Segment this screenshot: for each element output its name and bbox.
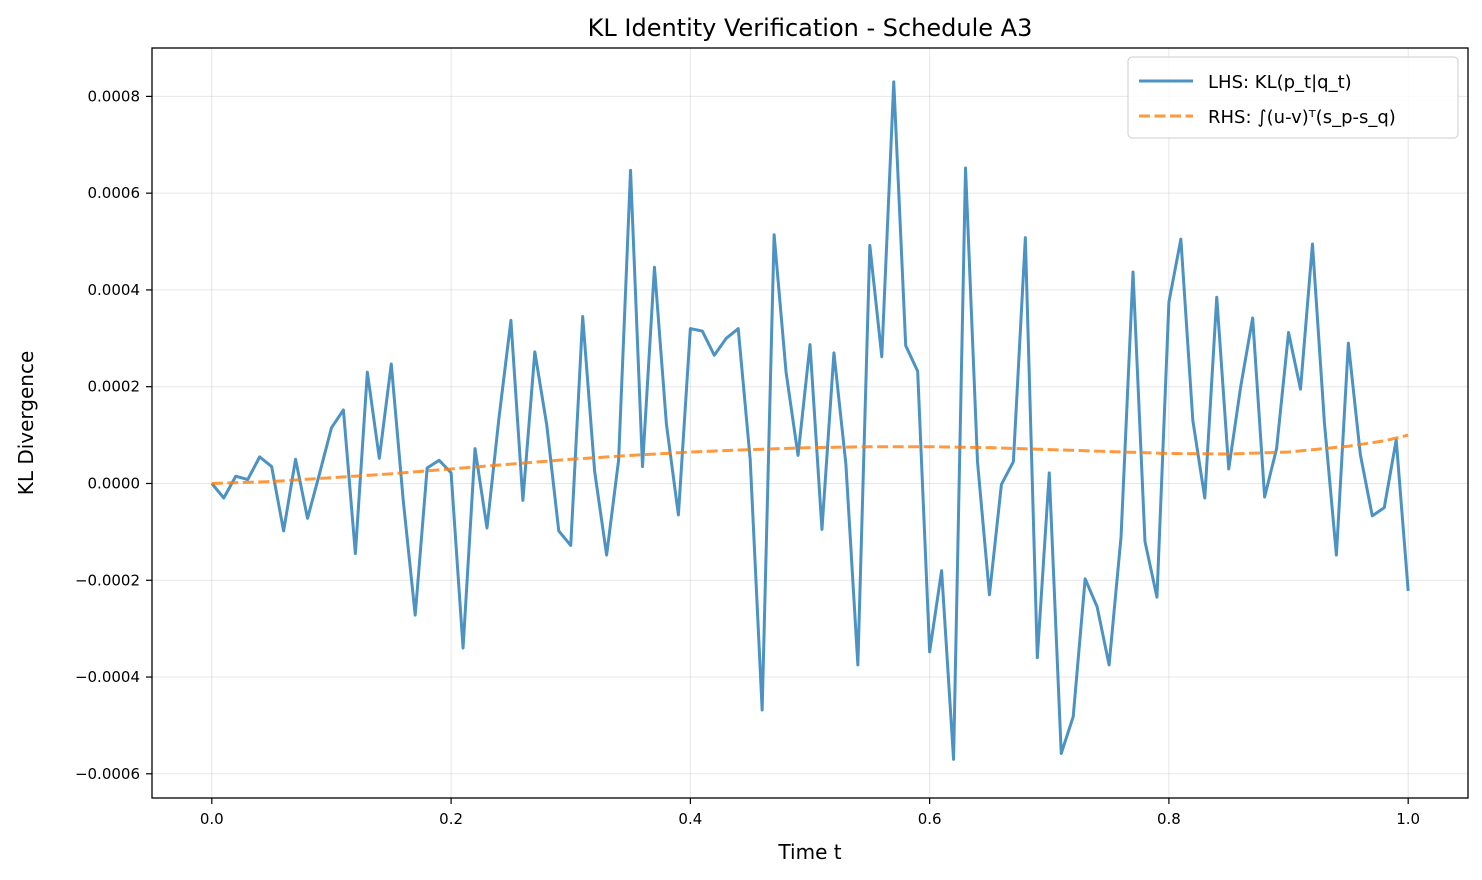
y-tick-label: −0.0006 [75, 765, 140, 783]
y-axis-ticks: −0.0006 −0.0004 −0.0002 0.0000 0.0002 0.0004 0… [75, 87, 152, 783]
x-tick-label: 0.6 [918, 810, 942, 828]
x-tick-label: 1.0 [1396, 810, 1420, 828]
plot-frame [151, 47, 1469, 799]
lhs-series-line [210, 80, 1410, 761]
legend: LHS: KL(p_t|q_t) RHS: ∫(u-v)ᵀ(s_p-s_q) [1127, 56, 1459, 139]
x-tick-label: 0.0 [200, 810, 224, 828]
x-tick-label: 0.4 [678, 810, 702, 828]
chart-title: KL Identity Verification - Schedule A3 [588, 14, 1033, 42]
x-tick-label: 0.2 [439, 810, 463, 828]
y-tick-label: −0.0002 [75, 571, 140, 589]
x-axis-ticks: 0.0 0.2 0.4 0.6 0.8 1.0 [200, 798, 1420, 828]
y-axis-label: KL Divergence [14, 351, 38, 496]
y-tick-label: 0.0004 [88, 281, 141, 299]
x-axis-label: Time t [777, 840, 841, 864]
y-tick-label: −0.0004 [75, 668, 140, 686]
y-tick-label: 0.0000 [88, 474, 141, 492]
rhs-series-line [211, 433, 1409, 485]
y-tick-label: 0.0002 [88, 378, 141, 396]
grid [152, 48, 1468, 798]
y-tick-label: 0.0008 [88, 87, 141, 105]
y-tick-label: 0.0006 [88, 184, 141, 202]
legend-label-lhs: LHS: KL(p_t|q_t) [1208, 72, 1352, 93]
legend-label-rhs: RHS: ∫(u-v)ᵀ(s_p-s_q) [1208, 107, 1396, 128]
legend-box [1127, 56, 1459, 139]
x-tick-label: 0.8 [1157, 810, 1181, 828]
plot-series [210, 80, 1410, 761]
